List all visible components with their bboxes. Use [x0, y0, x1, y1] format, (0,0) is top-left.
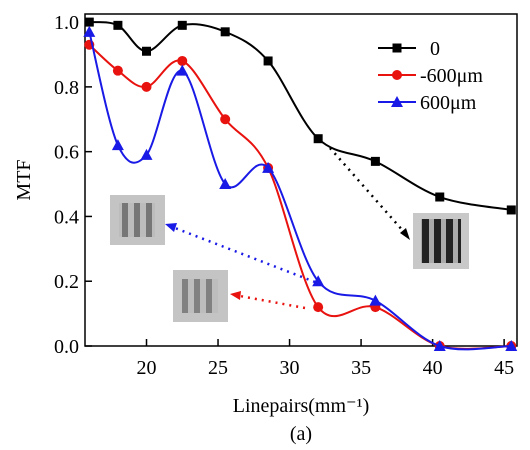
marker — [176, 64, 189, 76]
marker — [142, 46, 152, 56]
thumbnails — [110, 195, 469, 322]
legend-label: 600μm — [420, 92, 477, 114]
y-tick-label: 0.0 — [54, 336, 79, 358]
marker — [506, 205, 516, 215]
y-tick-label: 0.4 — [54, 206, 79, 228]
x-tick-label: 25 — [208, 357, 228, 379]
marker — [140, 148, 153, 160]
plot-frame — [84, 13, 518, 347]
x-tick-label: 40 — [423, 357, 443, 379]
series-line — [88, 44, 512, 350]
x-tick-label: 20 — [137, 357, 157, 379]
y-tick-label: 0.8 — [54, 77, 79, 99]
x-tick-label: 30 — [280, 357, 300, 379]
x-tick-label: 45 — [494, 357, 514, 379]
marker — [220, 27, 230, 37]
arrows — [165, 147, 410, 310]
y-tick-label: 0.2 — [54, 271, 79, 293]
series-line — [89, 21, 512, 211]
marker — [177, 20, 187, 30]
legend-label: 0 — [430, 38, 440, 60]
x-tick-label: 35 — [351, 357, 371, 379]
legend-label: -600μm — [420, 65, 483, 87]
marker — [220, 114, 231, 125]
marker — [313, 302, 324, 313]
series-line — [88, 31, 512, 351]
marker — [370, 156, 380, 166]
marker — [313, 134, 323, 144]
marker — [113, 20, 123, 30]
marker — [262, 161, 275, 173]
marker — [177, 55, 188, 66]
marker — [435, 192, 445, 202]
marker — [111, 139, 124, 151]
marker — [84, 17, 94, 27]
caption: (a) — [290, 423, 312, 445]
marker — [112, 65, 123, 76]
y-tick-label: 1.0 — [54, 12, 79, 34]
y-axis-label: MTF — [13, 159, 35, 200]
legend-marker — [392, 70, 402, 80]
x-axis-label: Linepairs(mm⁻¹) — [233, 395, 370, 417]
marker — [219, 178, 232, 190]
y-tick-label: 0.6 — [54, 142, 79, 164]
legend-marker — [392, 43, 402, 53]
marker — [83, 25, 96, 37]
marker — [505, 340, 518, 351]
marker — [369, 294, 382, 306]
marker — [141, 81, 152, 92]
marker — [263, 56, 273, 66]
marker — [312, 275, 325, 287]
marker — [433, 340, 446, 351]
legend-marker — [391, 96, 403, 107]
